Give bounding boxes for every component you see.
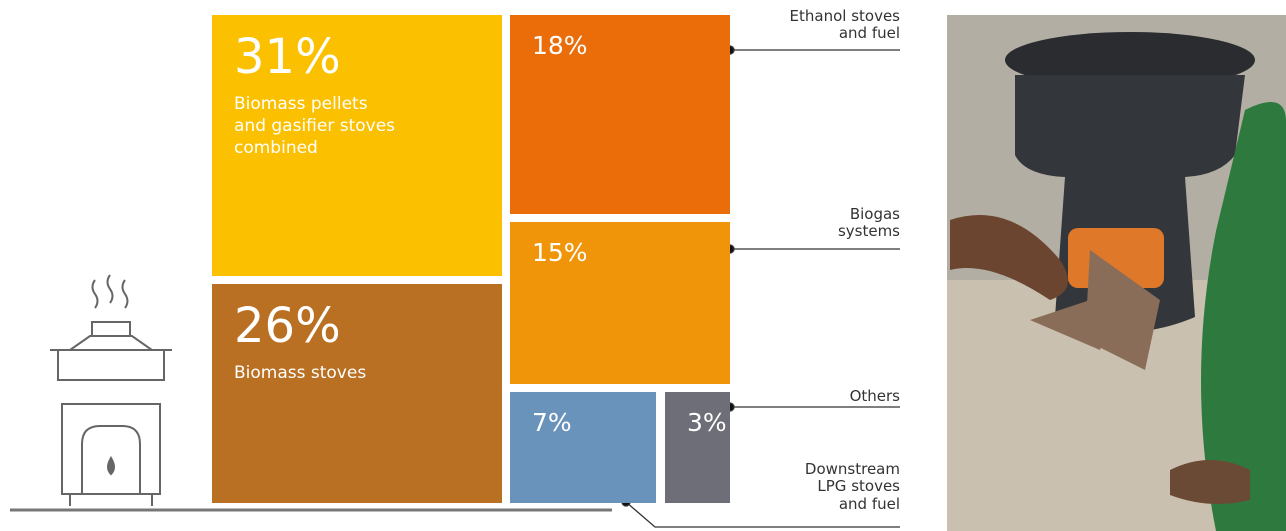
category-label: Ethanol stoves and fuel	[789, 7, 900, 43]
value-label: 3%	[687, 408, 727, 437]
category-label: Downstream LPG stoves and fuel	[804, 460, 900, 513]
treemap-cell: 18%	[510, 15, 730, 214]
photo	[947, 15, 1286, 531]
value-label: 18%	[532, 31, 588, 60]
treemap-cell: 31% Biomass pellets and gasifier stoves c…	[212, 15, 502, 276]
treemap-cell: 3%	[665, 392, 730, 503]
category-label: Biomass pellets and gasifier stoves comb…	[234, 94, 396, 159]
value-label: 31%	[234, 29, 341, 85]
category-label: Biomass stoves	[234, 363, 367, 383]
value-label: 26%	[234, 298, 341, 354]
treemap-cell: 7%	[510, 392, 656, 503]
category-label: Others	[849, 387, 900, 405]
treemap-cell: 15%	[510, 222, 730, 384]
category-label: Biogas systems	[837, 205, 900, 241]
value-label: 7%	[532, 408, 572, 437]
stove-icon	[50, 274, 172, 506]
treemap-cell: 26% Biomass stoves	[212, 284, 502, 503]
value-label: 15%	[532, 238, 588, 267]
